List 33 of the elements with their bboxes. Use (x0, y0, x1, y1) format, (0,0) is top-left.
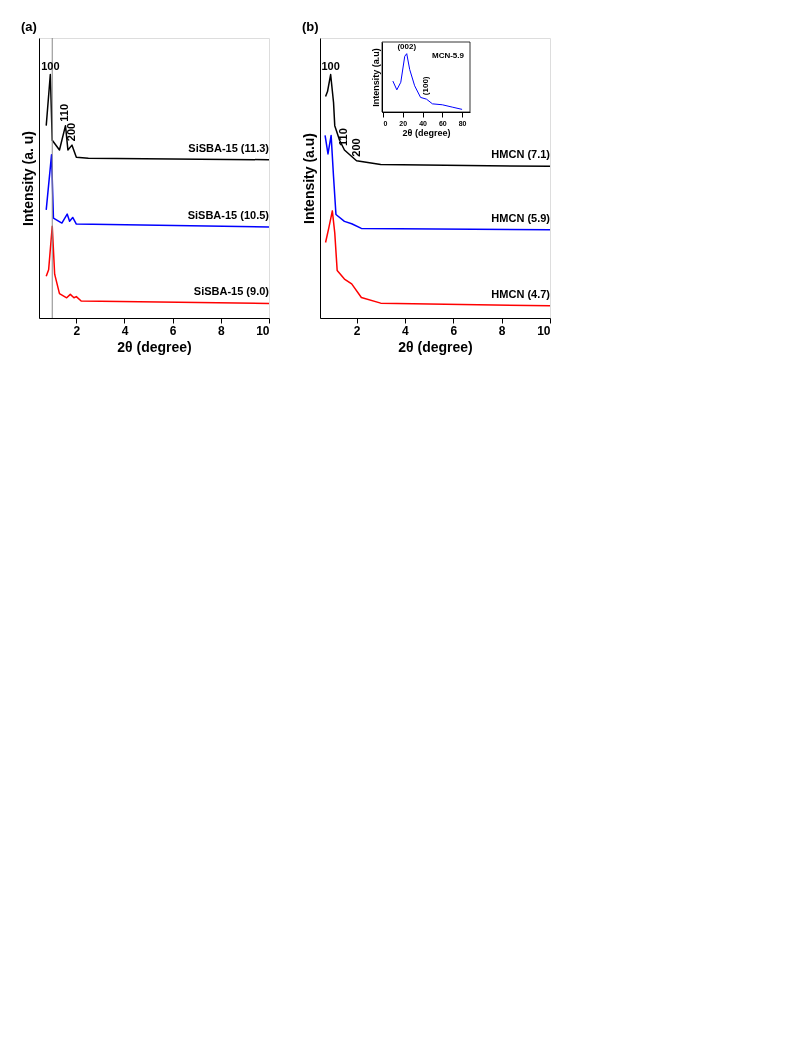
series-label: SiSBA-15 (10.5) (187, 208, 270, 221)
x-axis-title: 2θ (degree) (117, 338, 192, 355)
annotation: 100 (41, 59, 60, 72)
x-tick-label: 6 (450, 323, 458, 338)
x-tick-label: 8 (498, 323, 506, 338)
annotation: (002) (397, 41, 417, 51)
annotation: 200 (349, 138, 362, 157)
x-tick-label: 8 (217, 323, 225, 338)
annotation: 100 (321, 59, 340, 72)
series-label: HMCN (5.9) (491, 211, 551, 224)
series-label: SiSBA-15 (9.0) (193, 285, 270, 298)
chart-title: (b) (302, 19, 319, 34)
y-axis-title: Intensity (a.u) (300, 132, 317, 225)
y-axis-title: Intensity (a.u) (370, 48, 381, 107)
x-tick-label: 4 (402, 323, 410, 338)
x-axis-title: 2θ (degree) (402, 127, 451, 138)
annotation: 200 (64, 122, 77, 142)
y-axis-title: Intensity (a. u) (19, 131, 36, 226)
x-tick-label: 2 (73, 323, 81, 338)
series-label: HMCN (7.1) (491, 148, 551, 161)
annotation: 110 (337, 128, 350, 146)
series-label: HMCN (4.7) (491, 287, 551, 300)
series-label: SiSBA-15 (11.3) (188, 141, 270, 154)
annotation: 110 (58, 103, 71, 122)
chart-title: (a) (21, 18, 37, 34)
x-axis-title: 2θ (degree) (398, 338, 473, 355)
x-tick-label: 4 (121, 323, 129, 338)
annotation: (100) (421, 76, 431, 96)
x-tick-label: 10 (537, 323, 551, 338)
annotation: MCN-5.9 (431, 51, 465, 60)
x-tick-label: 10 (256, 323, 270, 338)
x-tick-label: 2 (353, 323, 361, 338)
x-tick-label: 6 (169, 323, 177, 338)
